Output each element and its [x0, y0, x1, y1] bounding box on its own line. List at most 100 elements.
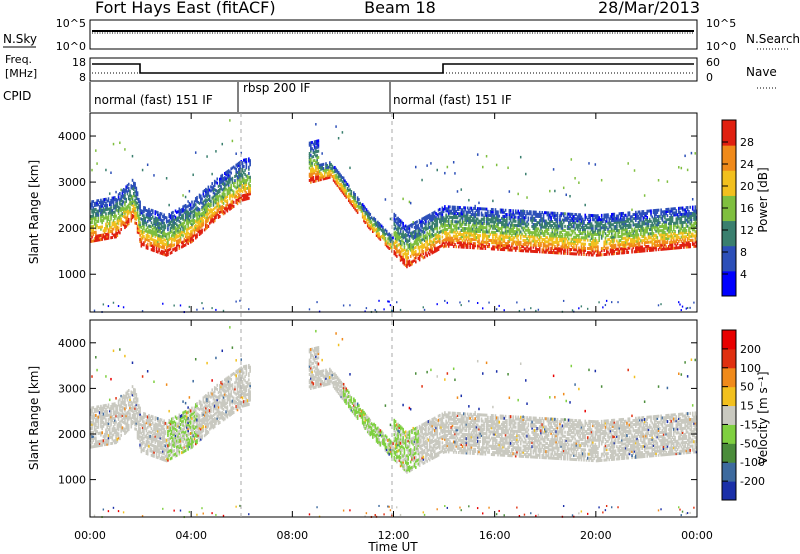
power-echo-cell [192, 220, 195, 224]
power-echo-cell [163, 252, 165, 256]
power-echo-cell [416, 232, 418, 236]
power-echo-cell [334, 176, 336, 180]
power-echo-cell [425, 225, 427, 229]
power-echo-cell [571, 212, 574, 216]
power-echo-cell [342, 184, 345, 188]
power-echo-cell [200, 231, 202, 235]
power-echo-cell [227, 192, 230, 196]
power-echo-cell [522, 226, 525, 230]
power-echo-cell [456, 226, 459, 230]
power-echo-cell [420, 228, 422, 232]
power-echo-cell [502, 221, 504, 225]
power-echo-cell [248, 159, 250, 163]
power-echo-cell [495, 216, 498, 220]
power-echo-cell [646, 211, 649, 215]
power-echo-cell [638, 229, 641, 233]
power-ground-cell [239, 299, 241, 302]
power-echo-cell [468, 237, 470, 241]
power-echo-cell [652, 219, 655, 223]
power-ground-cell [446, 301, 449, 304]
power-echo-cell [502, 225, 504, 229]
power-echo-cell [149, 241, 152, 245]
power-echo-cell [509, 246, 512, 250]
power-echo-cell [354, 207, 356, 211]
power-echo-cell [611, 217, 613, 221]
power-echo-cell [90, 215, 92, 219]
power-echo-cell [470, 237, 473, 241]
power-scatter-cell [402, 197, 404, 201]
power-echo-cell [483, 240, 485, 244]
power-echo-cell [393, 219, 396, 223]
power-echo-cell [626, 215, 628, 219]
power-echo-cell [575, 252, 578, 256]
power-echo-cell [129, 208, 131, 212]
power-echo-cell [154, 235, 157, 239]
power-echo-cell [642, 220, 645, 224]
power-echo-cell [559, 239, 561, 243]
power-echo-cell [511, 248, 513, 252]
power-echo-cell [640, 214, 642, 218]
power-echo-cell [216, 192, 219, 196]
power-echo-cell [631, 229, 633, 233]
power-echo-cell [592, 234, 594, 238]
power-echo-cell [612, 246, 614, 250]
power-echo-cell [517, 217, 520, 221]
power-echo-cell [382, 234, 384, 238]
power-echo-cell [560, 249, 563, 253]
power-echo-cell [237, 170, 240, 174]
power-echo-cell [444, 225, 446, 229]
power-echo-cell [518, 220, 521, 224]
power-echo-cell [518, 222, 521, 226]
power-echo-cell [122, 208, 125, 212]
power-echo-cell [205, 212, 207, 216]
power-echo-cell [635, 246, 637, 250]
power-echo-cell [246, 186, 249, 190]
power-echo-cell [627, 219, 630, 223]
power-echo-cell [96, 236, 98, 240]
power-echo-cell [170, 234, 173, 238]
power-echo-cell [203, 211, 206, 215]
power-echo-cell [249, 188, 251, 192]
power-echo-cell [498, 220, 501, 224]
power-echo-cell [117, 216, 120, 220]
power-echo-cell [656, 237, 659, 241]
power-echo-cell [189, 234, 192, 238]
power-echo-cell [651, 246, 654, 250]
power-echo-cell [509, 248, 512, 252]
power-echo-cell [521, 245, 523, 249]
power-echo-cell [97, 226, 100, 230]
power-echo-cell [157, 250, 159, 254]
power-echo-cell [408, 238, 411, 242]
power-echo-cell [105, 208, 107, 212]
power-echo-cell [651, 230, 654, 234]
power-echo-cell [330, 173, 332, 177]
power-echo-cell [186, 230, 188, 234]
power-echo-cell [555, 251, 557, 255]
power-echo-cell [543, 242, 546, 246]
power-echo-cell [492, 230, 494, 234]
power-echo-cell [232, 182, 235, 186]
power-echo-cell [506, 223, 508, 227]
power-echo-cell [499, 218, 502, 222]
power-echo-cell [414, 235, 417, 239]
power-echo-cell [335, 182, 337, 186]
power-echo-cell [146, 236, 149, 240]
power-echo-cell [353, 193, 355, 197]
power-echo-cell [508, 240, 511, 244]
power-echo-cell [554, 240, 556, 244]
power-echo-cell [169, 230, 172, 234]
power-echo-cell [186, 209, 188, 213]
power-echo-cell [366, 224, 369, 228]
power-echo-cell [401, 249, 403, 253]
power-echo-cell [482, 246, 484, 250]
power-echo-cell [550, 242, 552, 246]
power-echo-cell [393, 221, 396, 225]
power-echo-cell [95, 216, 97, 220]
power-echo-cell [470, 219, 473, 223]
power-echo-cell [221, 192, 224, 196]
power-echo-cell [629, 215, 632, 219]
power-echo-cell [244, 183, 246, 187]
power-echo-cell [103, 231, 106, 235]
power-echo-cell [158, 236, 160, 240]
power-echo-cell [193, 208, 196, 212]
